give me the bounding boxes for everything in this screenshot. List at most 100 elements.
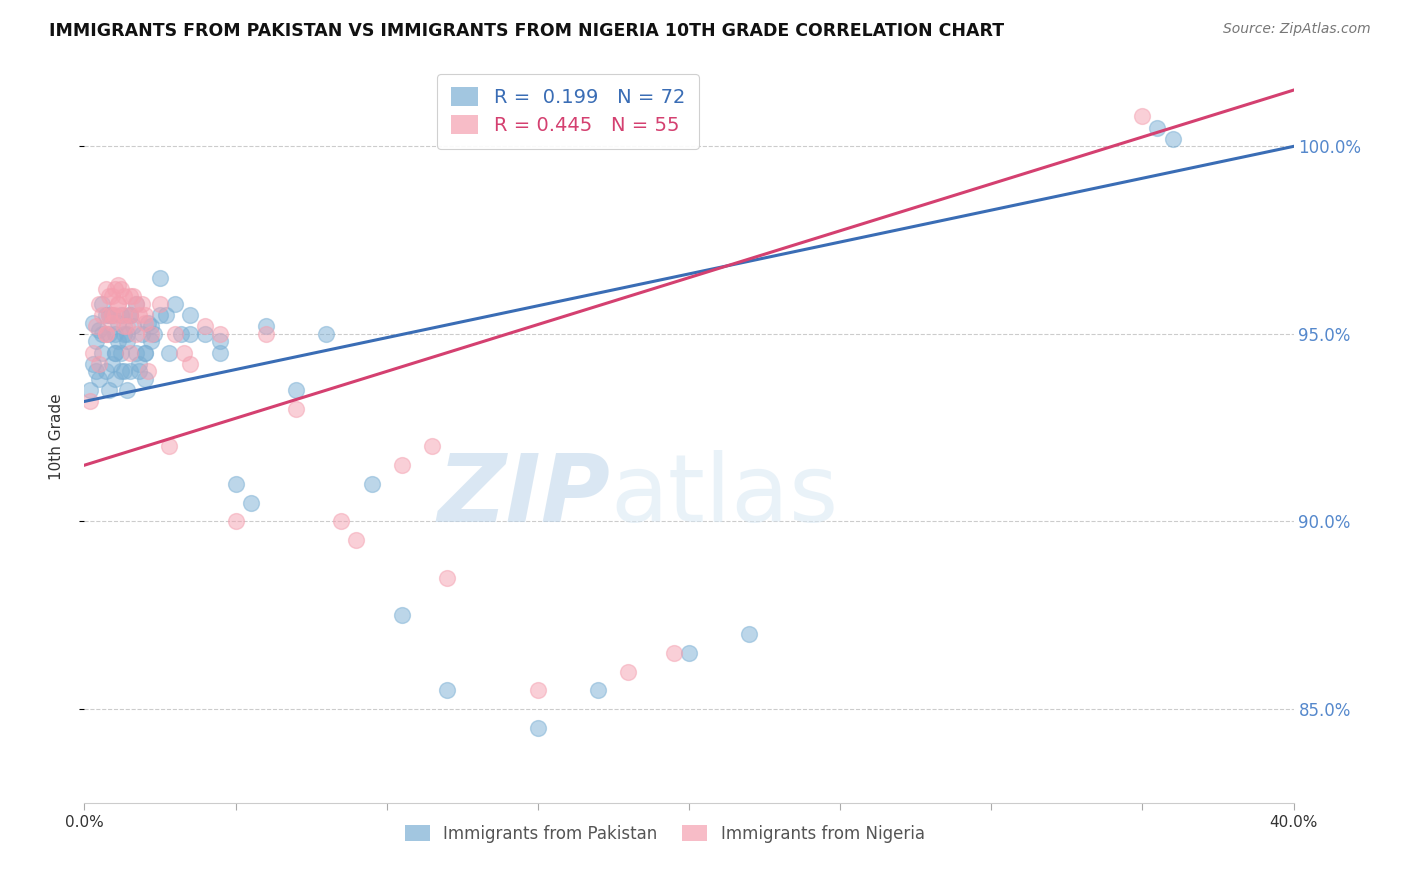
- Point: [391, 608, 413, 623]
- Point: [112, 308, 135, 322]
- Point: [100, 308, 122, 322]
- Point: [89, 297, 111, 311]
- Point: [738, 627, 761, 641]
- Point: [285, 401, 308, 416]
- Point: [97, 383, 120, 397]
- Point: [107, 334, 129, 349]
- Point: [225, 515, 247, 529]
- Point: [107, 297, 129, 311]
- Point: [139, 326, 162, 341]
- Point: [617, 665, 640, 679]
- Point: [420, 440, 443, 454]
- Point: [100, 308, 122, 322]
- Point: [436, 683, 458, 698]
- Point: [678, 646, 700, 660]
- Point: [330, 515, 353, 529]
- Point: [254, 326, 277, 341]
- Point: [173, 345, 195, 359]
- Point: [209, 345, 232, 359]
- Point: [194, 319, 217, 334]
- Point: [285, 383, 308, 397]
- Point: [118, 308, 141, 322]
- Point: [165, 326, 187, 341]
- Point: [125, 297, 148, 311]
- Point: [139, 319, 162, 334]
- Point: [179, 357, 201, 371]
- Point: [125, 297, 148, 311]
- Point: [131, 326, 153, 341]
- Point: [134, 316, 156, 330]
- Point: [125, 345, 148, 359]
- Text: Source: ZipAtlas.com: Source: ZipAtlas.com: [1223, 22, 1371, 37]
- Point: [86, 319, 108, 334]
- Point: [82, 345, 104, 359]
- Point: [179, 308, 201, 322]
- Point: [104, 282, 127, 296]
- Point: [86, 364, 108, 378]
- Point: [94, 326, 117, 341]
- Point: [128, 364, 150, 378]
- Point: [128, 308, 150, 322]
- Point: [79, 394, 101, 409]
- Point: [149, 297, 172, 311]
- Point: [118, 345, 141, 359]
- Point: [118, 308, 141, 322]
- Point: [139, 334, 162, 349]
- Point: [136, 316, 159, 330]
- Point: [149, 308, 172, 322]
- Point: [112, 326, 135, 341]
- Point: [315, 326, 337, 341]
- Point: [104, 326, 127, 341]
- Point: [94, 364, 117, 378]
- Point: [91, 308, 114, 322]
- Point: [239, 496, 262, 510]
- Point: [89, 323, 111, 337]
- Point: [97, 289, 120, 303]
- Point: [134, 372, 156, 386]
- Point: [107, 316, 129, 330]
- Point: [94, 326, 117, 341]
- Point: [91, 345, 114, 359]
- Point: [121, 289, 143, 303]
- Point: [1146, 120, 1168, 135]
- Point: [110, 282, 132, 296]
- Point: [125, 326, 148, 341]
- Point: [118, 308, 141, 322]
- Point: [115, 326, 138, 341]
- Point: [107, 297, 129, 311]
- Text: ZIP: ZIP: [437, 450, 610, 541]
- Point: [157, 440, 180, 454]
- Point: [100, 289, 122, 303]
- Point: [118, 364, 141, 378]
- Point: [209, 334, 232, 349]
- Point: [86, 334, 108, 349]
- Point: [104, 345, 127, 359]
- Point: [104, 345, 127, 359]
- Point: [104, 372, 127, 386]
- Point: [131, 297, 153, 311]
- Text: atlas: atlas: [610, 450, 838, 541]
- Point: [94, 308, 117, 322]
- Point: [136, 364, 159, 378]
- Point: [107, 278, 129, 293]
- Point: [170, 326, 193, 341]
- Point: [1132, 109, 1154, 123]
- Point: [436, 571, 458, 585]
- Point: [94, 282, 117, 296]
- Point: [209, 326, 232, 341]
- Point: [112, 289, 135, 303]
- Point: [112, 319, 135, 334]
- Point: [91, 326, 114, 341]
- Point: [391, 458, 413, 473]
- Point: [115, 383, 138, 397]
- Point: [115, 334, 138, 349]
- Point: [134, 345, 156, 359]
- Point: [194, 326, 217, 341]
- Point: [115, 319, 138, 334]
- Point: [110, 345, 132, 359]
- Point: [165, 297, 187, 311]
- Point: [142, 326, 165, 341]
- Point: [110, 308, 132, 322]
- Legend: Immigrants from Pakistan, Immigrants from Nigeria: Immigrants from Pakistan, Immigrants fro…: [398, 818, 931, 849]
- Point: [112, 364, 135, 378]
